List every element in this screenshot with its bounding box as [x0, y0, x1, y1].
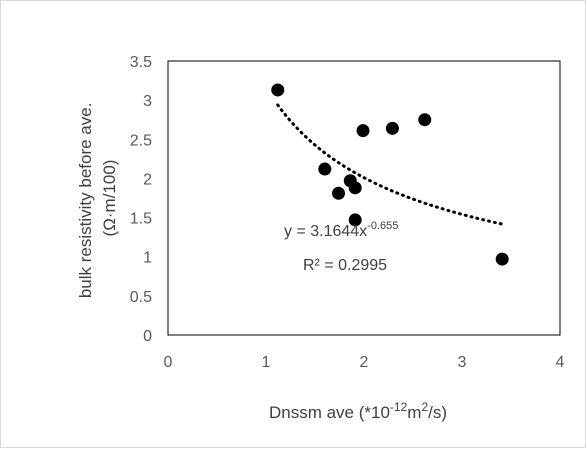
equation-exponent: -0.655 — [367, 220, 398, 232]
x-axis-title-mid: m — [407, 403, 421, 422]
y-axis-title-line2: (Ω·m/100) — [100, 160, 119, 237]
data-point — [418, 113, 432, 127]
x-tick-label: 4 — [556, 354, 565, 371]
y-tick-label: 2.5 — [130, 132, 152, 149]
data-point — [348, 213, 362, 227]
data-point — [356, 124, 370, 138]
x-axis-title: Dnssm ave (*10-12m2/s) — [269, 400, 447, 422]
x-tick-label: 0 — [164, 354, 173, 371]
r-squared-label: R² = 0.2995 — [303, 257, 387, 274]
y-tick-label: 1.5 — [130, 211, 152, 228]
data-point — [318, 162, 332, 176]
data-point — [385, 121, 399, 135]
x-axis-title-exp1: -12 — [390, 400, 408, 414]
trendline-equation: y = 3.1644x-0.655 — [284, 220, 398, 240]
x-tick-label: 1 — [262, 354, 271, 371]
x-axis-title-exp2: 2 — [421, 400, 428, 414]
y-tick-label: 2 — [143, 171, 152, 188]
y-axis-title: bulk resistivity before ave. (Ω·m/100) — [76, 98, 119, 298]
x-axis-title-main: Dnssm ave (*10 — [269, 403, 390, 422]
y-tick-label: 1 — [143, 250, 152, 267]
x-axis-title-end: /s) — [428, 403, 447, 422]
y-tick-label: 3 — [143, 93, 152, 110]
plot-area — [167, 60, 561, 336]
data-point — [495, 252, 509, 266]
y-tick-label: 0 — [143, 328, 152, 345]
y-tick-label: 3.5 — [130, 54, 152, 71]
data-point — [332, 186, 346, 200]
y-tick-labels: 0 0.5 1 1.5 2 2.5 3 3.5 — [130, 54, 152, 345]
data-points — [271, 83, 509, 266]
x-tick-label: 2 — [360, 354, 369, 371]
x-tick-label: 3 — [458, 354, 467, 371]
equation-main: y = 3.1644x — [284, 223, 367, 240]
trendline — [276, 103, 504, 226]
data-point — [348, 181, 362, 195]
y-axis-title-line1: bulk resistivity before ave. — [76, 103, 95, 299]
y-tick-label: 0.5 — [130, 289, 152, 306]
x-tick-labels: 0 1 2 3 4 — [164, 354, 565, 371]
data-point — [271, 83, 285, 97]
